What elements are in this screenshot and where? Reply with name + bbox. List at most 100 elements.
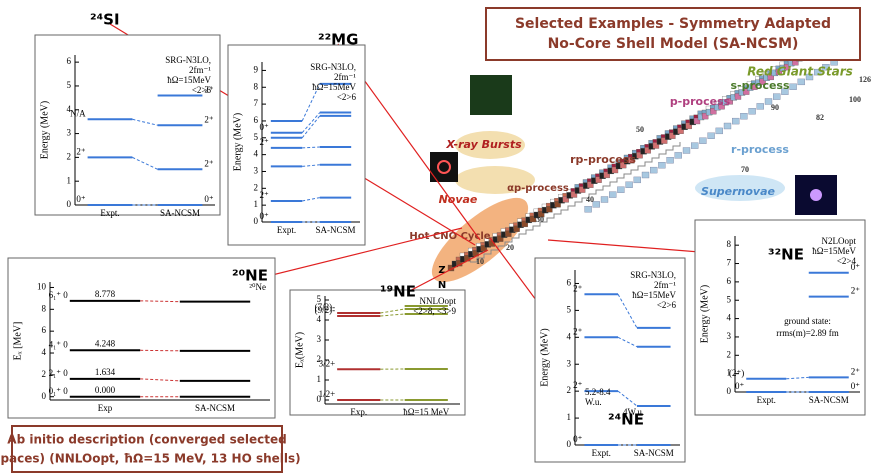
xray-image — [470, 75, 512, 115]
annotation: rrms(m)=2.89 fm — [776, 328, 839, 338]
model-note: SRG-N3LO, — [310, 62, 356, 72]
slide: Red Giant Starsp-processs-processr-proce… — [0, 0, 878, 476]
y-tick-label: 4 — [567, 331, 572, 341]
y-axis-label: Energy (MeV) — [699, 285, 710, 343]
level-panel: 0123456Energy (MeV)Expt.SA-NCSM0⁺2⁺N/A0⁺… — [35, 35, 220, 218]
nucleus-label: ²²MG — [318, 31, 358, 49]
level-label: 2⁺ — [573, 380, 583, 390]
region-label: rp-process — [570, 153, 636, 166]
model-note: N2LOopt — [822, 236, 857, 246]
y-tick-label: 2 — [67, 151, 72, 161]
annotation: ground state: — [784, 316, 831, 326]
model-note: SRG-N3LO, — [630, 270, 676, 280]
y-tick-label: 7 — [727, 258, 732, 268]
level-label: 0⁺ — [76, 194, 86, 204]
region-label: N — [438, 280, 446, 291]
r-process-cell — [617, 187, 624, 193]
x-category: Exp. — [350, 407, 367, 417]
level-value-label: 0.000 — [95, 385, 116, 395]
r-process-cell — [708, 133, 715, 139]
r-process-cell — [740, 113, 747, 119]
magic-number: 82 — [816, 113, 824, 122]
level-label: 2⁺ — [573, 326, 583, 336]
footer: spaces) (NNLOopt, ħΩ=15 MeV, 13 HO shell… — [0, 452, 301, 466]
level-label: 2⁺ — [851, 366, 861, 376]
model-note: NNLOopt — [420, 296, 457, 306]
level-value-label: 4.248 — [95, 338, 116, 348]
region-label: αp-process — [507, 183, 569, 194]
y-tick-label: 0 — [727, 386, 732, 396]
x-category: ħΩ=15 MeV — [403, 407, 450, 417]
model-note: <2>8, <3>9 — [413, 306, 456, 316]
model-note: ħΩ=15MeV — [812, 246, 856, 256]
x-category: Expt. — [277, 225, 296, 235]
r-process-cell — [724, 123, 731, 129]
region-label: X-ray Bursts — [445, 138, 522, 151]
y-tick-label: 8 — [727, 239, 732, 249]
title: Selected Examples - Symmetry Adapted — [515, 16, 831, 32]
region-label: Red Giant Stars — [747, 65, 853, 79]
level-label: 2⁺ — [204, 114, 214, 124]
level-label: 0⁺ — [204, 194, 214, 204]
model-note: 2fm⁻¹ — [334, 72, 356, 82]
region-label: r-process — [731, 143, 789, 156]
x-category: SA-NCSM — [809, 395, 849, 405]
r-process-cell — [732, 118, 739, 124]
level-value-label: 1.634 — [95, 367, 116, 377]
level-panel: 0123456Energy (MeV)Expt.SA-NCSM0⁺2⁺2⁺2⁺S… — [535, 258, 685, 462]
level-label: 0₁⁺ 0 — [49, 386, 69, 396]
y-tick-label: 2 — [254, 182, 259, 192]
y-tick-label: 6 — [254, 115, 259, 125]
y-tick-label: 2 — [567, 385, 572, 395]
magic-number: 90 — [771, 103, 779, 112]
region-label: Supernovae — [701, 185, 775, 198]
r-process-cell — [601, 197, 608, 203]
y-tick-label: 5 — [567, 304, 572, 314]
level-panel: 012345Eₓ(MeV)Exp.ħΩ=15 MeV1/2+3/2+(9/2)-… — [290, 290, 465, 417]
y-tick-label: 0 — [42, 391, 47, 401]
y-tick-label: 7 — [254, 98, 259, 108]
nucleus-label: ¹⁹NE — [380, 283, 416, 301]
r-process-cell — [634, 177, 641, 183]
y-tick-label: 4 — [727, 313, 732, 323]
r-process-cell — [699, 138, 706, 144]
magic-number: 40 — [586, 195, 594, 204]
y-axis-label: Energy (MeV) — [539, 328, 550, 386]
magic-number: 126 — [859, 75, 871, 84]
region-label: s-process — [730, 79, 789, 92]
title: No-Core Shell Model (SA-NCSM) — [548, 36, 799, 52]
level-label: 2⁺ — [260, 137, 270, 147]
magic-number: 30 — [536, 215, 544, 224]
x-category: SA-NCSM — [195, 403, 235, 413]
model-note: ħΩ=15MeV — [312, 82, 356, 92]
x-category: SA-NCSM — [634, 448, 674, 458]
y-tick-label: 9 — [254, 64, 259, 74]
y-tick-label: 6 — [727, 276, 732, 286]
r-process-cell — [609, 192, 616, 198]
y-tick-label: 5 — [254, 132, 259, 142]
level-label: N/A — [70, 108, 86, 118]
level-label: 2⁺ — [851, 286, 861, 296]
y-tick-label: 2 — [727, 349, 732, 359]
y-tick-label: 4 — [317, 314, 322, 324]
y-tick-label: 5 — [67, 80, 72, 90]
region-label: Hot CNO Cycle — [409, 231, 490, 242]
y-tick-label: 0 — [67, 199, 72, 209]
y-tick-label: 5 — [727, 294, 732, 304]
model-note: <2>6 — [192, 85, 212, 95]
y-tick-label: 4 — [254, 149, 259, 159]
model-note: <2>6 — [657, 300, 677, 310]
r-process-cell — [642, 172, 649, 178]
level-label: 0⁺ — [260, 211, 270, 221]
magic-number: 50 — [636, 125, 644, 134]
level-label: 2⁺ — [76, 146, 86, 156]
x-category: Expt. — [592, 448, 611, 458]
level-label: 3/2+ — [319, 358, 336, 368]
y-tick-label: 6 — [567, 278, 572, 288]
magic-number: 70 — [741, 165, 749, 174]
y-tick-label: 3 — [254, 166, 259, 176]
r-process-cell — [585, 206, 592, 212]
level-label: 4₁⁺ 0 — [49, 339, 69, 349]
r-process-cell — [798, 79, 805, 85]
supernova-star — [810, 189, 822, 201]
